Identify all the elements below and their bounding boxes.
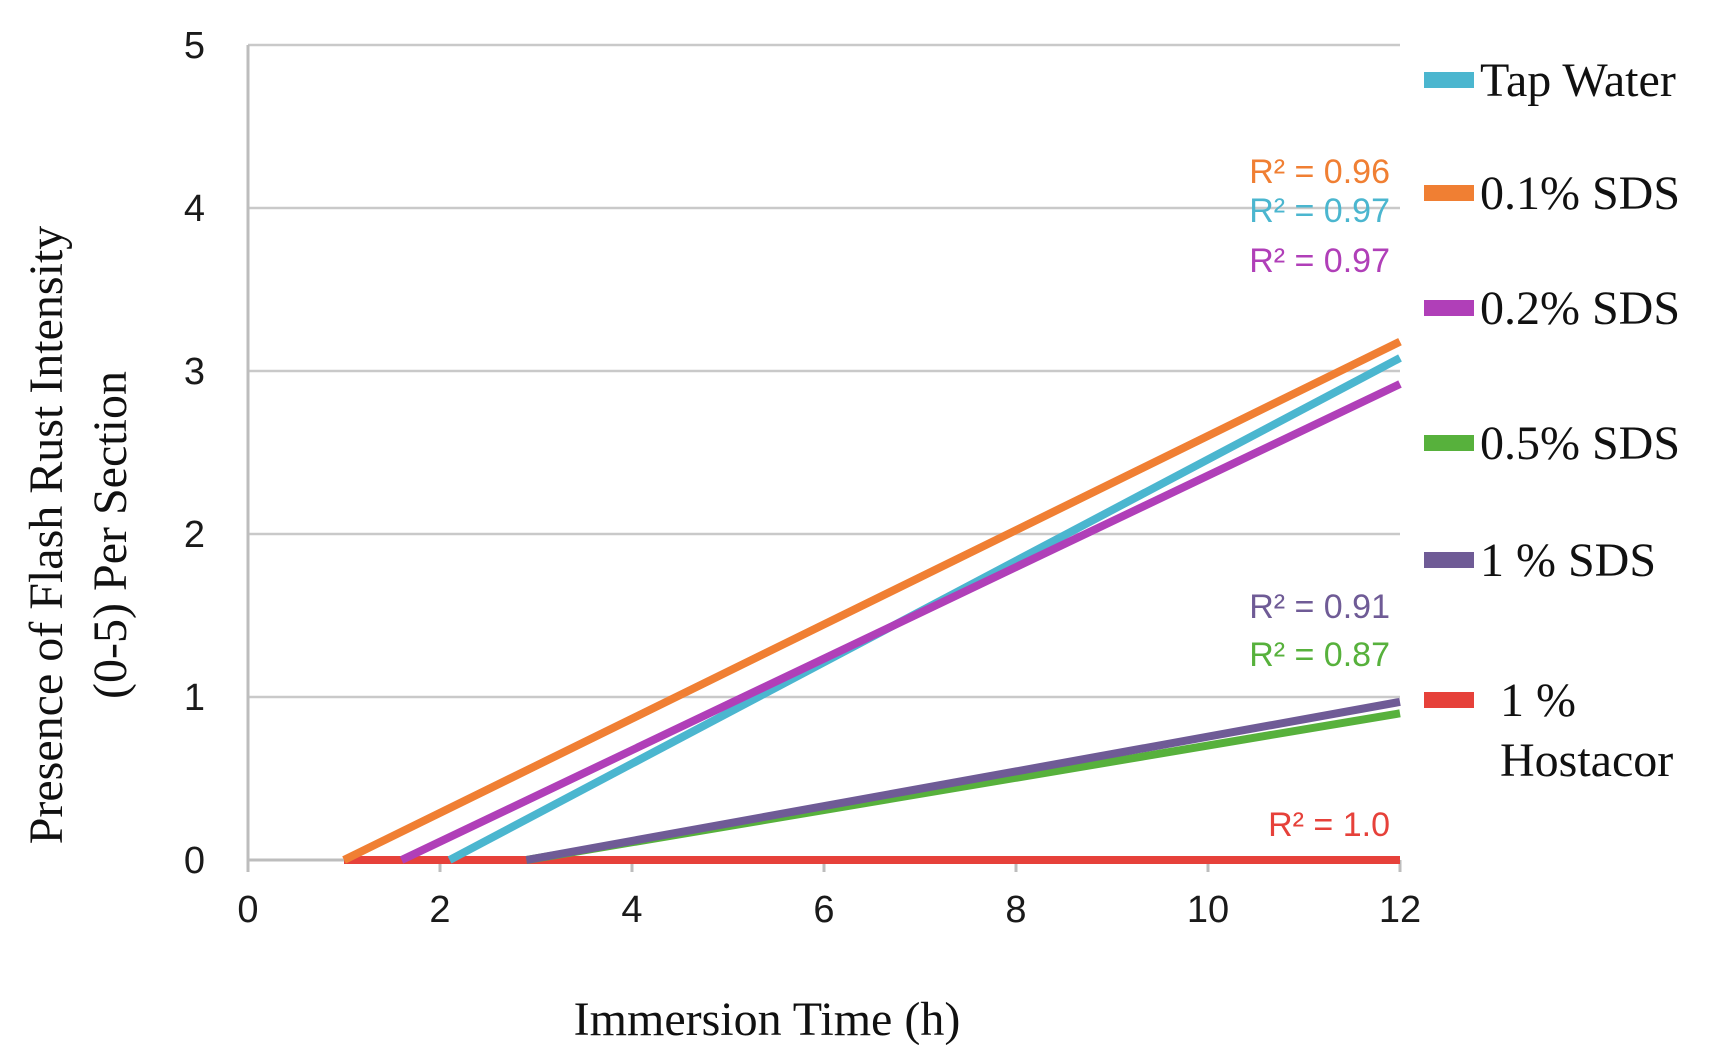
x-tick-10: 10 xyxy=(1187,889,1229,931)
series-line-4 xyxy=(525,697,1401,864)
y-tick-0: 0 xyxy=(184,840,205,882)
y-tick-5: 5 xyxy=(184,25,205,67)
x-axis-title: Immersion Time (h) xyxy=(574,993,961,1045)
gridlines xyxy=(248,43,1400,699)
legend-label-3: 0.5% SDS xyxy=(1480,417,1680,470)
series-line-2 xyxy=(399,380,1402,864)
x-tick-6: 6 xyxy=(813,889,834,931)
legend-swatch-4 xyxy=(1424,552,1474,568)
legend-label-2: 0.2% SDS xyxy=(1480,282,1680,335)
y-tick-2: 2 xyxy=(184,514,205,556)
r2-label-2: R² = 0.97 xyxy=(1249,242,1390,280)
x-tick-0: 0 xyxy=(237,889,258,931)
y-tick-4: 4 xyxy=(184,188,205,230)
r2-label-3: R² = 0.87 xyxy=(1249,636,1390,674)
x-tick-2: 2 xyxy=(429,889,450,931)
legend-label-1: 0.1% SDS xyxy=(1480,167,1680,220)
legend-label-4: 1 % SDS xyxy=(1480,534,1656,587)
legend-swatch-0 xyxy=(1424,72,1474,88)
legend-swatch-5 xyxy=(1424,692,1474,708)
r2-label-0: R² = 0.97 xyxy=(1249,192,1390,230)
y-tick-3: 3 xyxy=(184,351,205,393)
legend-swatch-1 xyxy=(1424,185,1474,201)
legend-swatch-2 xyxy=(1424,300,1474,316)
legend-label-5-line-2: Hostacor xyxy=(1500,734,1673,787)
y-axis-title-line-2: (0-5) Per Section xyxy=(84,371,137,699)
x-tick-8: 8 xyxy=(1005,889,1026,931)
r2-label-4: R² = 0.91 xyxy=(1249,588,1390,626)
legend: Tap Water 0.1% SDS 0.2% SDS 0.5% SDS 1 % SDS… xyxy=(1424,54,1680,787)
r2-label-1: R² = 0.96 xyxy=(1249,153,1390,191)
r2-label-5: R² = 1.0 xyxy=(1268,806,1390,844)
series-line-1 xyxy=(342,338,1402,864)
y-tick-1: 1 xyxy=(184,677,205,719)
legend-label-5-line-1: 1 % xyxy=(1500,674,1576,727)
legend-swatch-3 xyxy=(1424,435,1474,451)
x-tick-12: 12 xyxy=(1379,889,1421,931)
y-axis-title-line-1: Presence of Flash Rust Intensity xyxy=(20,226,73,845)
x-tick-4: 4 xyxy=(621,889,642,931)
legend-label-0: Tap Water xyxy=(1480,54,1676,107)
series-lines xyxy=(342,338,1402,864)
x-tick-labels: 0 2 4 6 8 10 12 xyxy=(237,860,1421,931)
y-tick-labels: 0 1 2 3 4 5 xyxy=(184,25,205,882)
